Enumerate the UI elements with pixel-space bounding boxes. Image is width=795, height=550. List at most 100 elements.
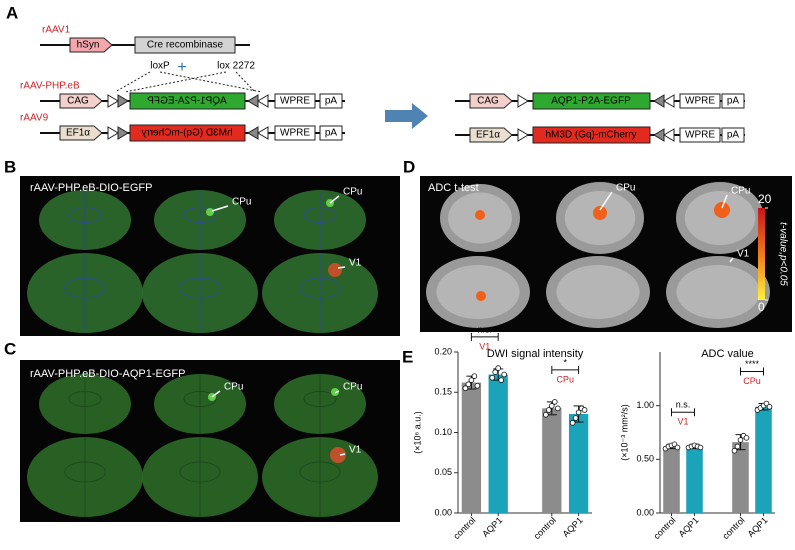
ventricle bbox=[64, 277, 106, 299]
signal bbox=[328, 263, 342, 277]
sig-label: n.s. bbox=[676, 400, 691, 410]
lox-label: lox 2272 bbox=[217, 61, 255, 72]
construct-cre: rAAV1 hSyn Cre recombinase bbox=[40, 25, 250, 54]
point bbox=[548, 403, 555, 409]
ventricle bbox=[179, 461, 221, 483]
vector-name: rAAV1 bbox=[42, 25, 71, 36]
sig-label: **** bbox=[745, 359, 760, 369]
wpre-label: WPRE bbox=[280, 128, 310, 139]
wpre-label: WPRE bbox=[685, 96, 715, 107]
point bbox=[545, 407, 552, 413]
ventricle bbox=[64, 461, 106, 483]
y-tick-label: 0.10 bbox=[434, 427, 452, 437]
region-label: V1 bbox=[677, 417, 688, 427]
region-label: CPu bbox=[232, 197, 251, 208]
point bbox=[554, 405, 561, 412]
point bbox=[674, 444, 681, 451]
gene-label: hM3D (Gq)-mCherry bbox=[141, 128, 232, 139]
ventricle bbox=[303, 207, 337, 223]
ventricle bbox=[299, 461, 341, 483]
pa-label: pA bbox=[727, 96, 740, 107]
colorbar-label: t-value,p<0.05 bbox=[777, 222, 788, 286]
ventricle bbox=[303, 391, 337, 407]
colorbar-tick-label: 20 bbox=[758, 192, 772, 206]
gene-label: Cre recombinase bbox=[147, 40, 224, 51]
promoter bbox=[69, 37, 113, 53]
x-tick-label: control bbox=[532, 515, 558, 541]
lox-guides bbox=[114, 71, 263, 93]
wpre-label: WPRE bbox=[280, 96, 310, 107]
promoter-label: hSyn bbox=[77, 40, 100, 51]
pa-label: pA bbox=[325, 128, 338, 139]
construct-hm3d: rAAV9 EF1α hM3D (Gq)-mCherry WPRE pA bbox=[20, 113, 345, 142]
point bbox=[575, 409, 582, 416]
gene-label: hM3D (Gq)-mCherry bbox=[545, 130, 636, 141]
plus: + bbox=[177, 59, 186, 76]
pointer bbox=[211, 205, 229, 212]
point bbox=[468, 377, 475, 383]
point bbox=[495, 365, 502, 371]
signal bbox=[714, 202, 730, 218]
point bbox=[697, 444, 704, 451]
brain-slices bbox=[27, 182, 770, 517]
pointer bbox=[334, 390, 340, 394]
image-title: ADC t-test bbox=[428, 182, 479, 194]
point bbox=[766, 403, 773, 410]
panel-label: D bbox=[403, 157, 415, 176]
brain-inner bbox=[676, 265, 760, 319]
sig-label: n.s. bbox=[478, 324, 493, 334]
ventricle bbox=[183, 207, 217, 223]
construct-aqp1-on: CAG AQP1-P2A-EGFP WPRE pA bbox=[455, 92, 745, 110]
ventricle bbox=[179, 277, 221, 299]
point bbox=[542, 411, 549, 418]
signal bbox=[331, 388, 339, 396]
point bbox=[572, 415, 579, 421]
image-title: rAAV-PHP.eB-DIO-EGFP bbox=[30, 182, 152, 194]
pa-label: pA bbox=[727, 130, 740, 141]
y-tick-label: 0.05 bbox=[434, 467, 452, 477]
gene-label: AQP1-P2A-EGFP bbox=[147, 96, 227, 107]
ventricle bbox=[183, 391, 217, 407]
region-label: CPu bbox=[224, 382, 243, 393]
sig-label: * bbox=[563, 357, 567, 367]
pointer bbox=[337, 266, 346, 269]
point bbox=[465, 381, 472, 388]
region-label: CPu bbox=[556, 374, 574, 384]
signal bbox=[330, 447, 346, 463]
x-tick-label: AQP1 bbox=[480, 515, 504, 539]
chart-title: DWI signal intensity bbox=[487, 348, 584, 360]
region-label: CPu bbox=[343, 382, 362, 393]
panel-label: E bbox=[402, 347, 413, 366]
point bbox=[471, 373, 478, 379]
brain-inner bbox=[556, 265, 640, 319]
x-tick-label: control bbox=[651, 515, 677, 541]
bar bbox=[732, 442, 749, 513]
y-tick-label: 0.20 bbox=[434, 346, 452, 356]
promoter-label: EF1α bbox=[476, 130, 500, 141]
ventricle bbox=[68, 391, 102, 407]
x-tick-label: AQP1 bbox=[561, 515, 585, 539]
pointer bbox=[211, 390, 221, 398]
y-tick-label: 0.50 bbox=[636, 454, 654, 464]
bar bbox=[461, 382, 482, 513]
signal bbox=[593, 206, 607, 220]
promoter-label: EF1α bbox=[66, 128, 90, 139]
bar bbox=[755, 406, 772, 513]
construct-aqp1: rAAV-PHP.eB CAG AQP1-P2A-EGFP WPRE pA bbox=[20, 81, 345, 110]
arrow bbox=[385, 103, 428, 129]
pointer bbox=[339, 453, 346, 456]
point bbox=[501, 371, 508, 378]
vector-name: rAAV-PHP.eB bbox=[20, 81, 80, 92]
point bbox=[737, 437, 744, 443]
bar bbox=[663, 446, 680, 513]
panel-label: A bbox=[6, 3, 18, 22]
region-label: V1 bbox=[737, 249, 750, 260]
chart-title: ADC value bbox=[701, 348, 754, 360]
region-label: CPu bbox=[743, 376, 761, 386]
image-title: rAAV-PHP.eB-DIO-AQP1-EGFP bbox=[30, 368, 185, 380]
panel-label: C bbox=[4, 339, 16, 358]
point bbox=[492, 369, 499, 375]
bar bbox=[568, 413, 589, 513]
panel-label: B bbox=[4, 157, 16, 176]
region-label: V1 bbox=[479, 341, 490, 351]
